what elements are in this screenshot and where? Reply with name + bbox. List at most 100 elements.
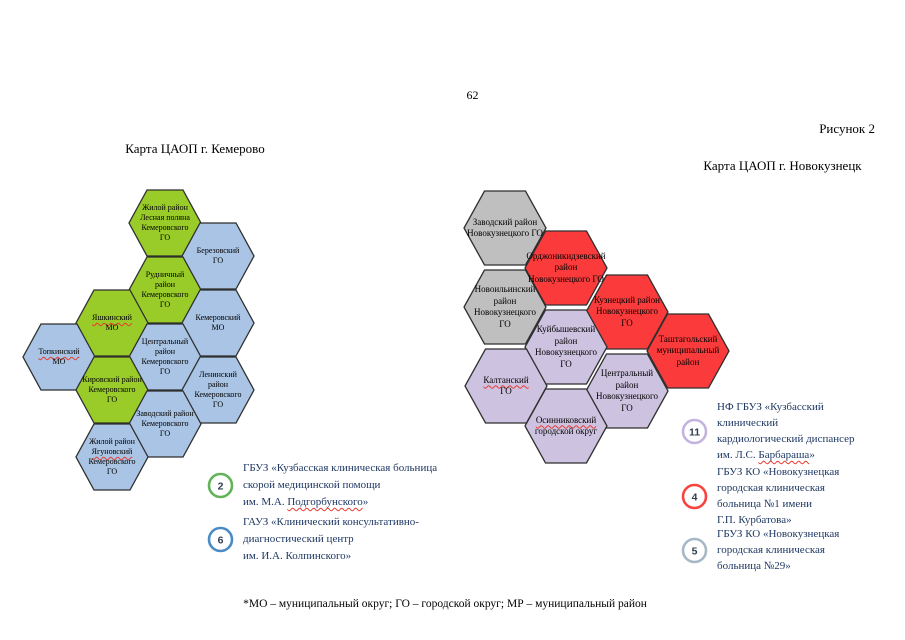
text-line: Лесная поляна [140,213,190,223]
text-span: район [615,379,639,390]
text-line: диагностический центр [243,531,419,548]
text-line: городской округ [535,426,597,438]
marker-number: 5 [692,545,698,557]
text-span: ГО [212,400,224,409]
text-line: клинический [717,415,855,431]
text-line: ГО [213,400,223,410]
text-line: кардиологический диспансер [717,431,855,447]
text-line: Орджоникидзевский [526,251,605,263]
text-line: ГО [499,319,510,331]
misspelled-word: Калтанский [483,374,529,385]
hex-osinnikovsky-go: Осинниковский городской округ [524,388,608,464]
text-span: Рудничный [145,270,185,279]
text-span: » [809,449,815,461]
hex-label: Яшкинский МО [75,289,149,357]
text-span: Кемеровского [141,223,189,232]
text-span: Жилой район [142,203,188,212]
text-span: ГО [159,429,171,438]
hex-yashkinsky-mo: Яшкинский МО [75,289,149,357]
text-span: Лесная поляна [140,213,190,222]
text-line: ГО [500,386,511,398]
hex-zhiloy-rayon-yagunovsky: Жилой район Ягуновский Кемеровского ГО [75,423,149,491]
text-span: Березовский [196,246,240,255]
hex-tashtagolsky-rayon: Таштагольский муниципальный район [646,313,730,389]
text-span: Заводский район [472,216,538,227]
text-span: городской округ [534,426,598,436]
text-line: район [494,296,517,308]
hexagon-shape [524,388,608,464]
text-span: МО [211,323,225,332]
text-line: ГО [213,256,223,266]
text-span: Г.П. Курбатова» [717,514,792,526]
text-span: Кемеровского [141,357,189,366]
text-span: клинический [717,417,779,429]
hex-label: Калтанский ГО [464,348,548,424]
text-span: Новокузнецкого ГО [528,273,604,284]
text-line: Г.П. Курбатова» [717,512,839,528]
figure-caption: Рисунок 2 [819,121,875,136]
hex-label: Кемеровский МО [181,289,255,357]
text-span: Центральный [141,337,189,346]
text-line: Осинниковский [536,415,596,427]
misspelled-word: Яшкинский [92,313,132,322]
marker-number: 11 [689,426,700,438]
misspelled-word: Топкинский [38,347,80,356]
hex-centralny-rayon-novokuznetsk: Центральный район Новокузнецкого ГО [585,353,669,429]
text-line: МО [106,323,119,333]
misspelled-word: Осинниковский [535,414,597,425]
hexagon-shape [524,309,608,385]
legend-item-6: 6 ГАУЗ «Клинический консультативно-диагн… [207,514,419,565]
marker-number: 6 [218,535,224,547]
hex-berezovsky-go: Березовский ГО [181,222,255,290]
text-span: ГО [499,318,511,329]
text-line: ГО [160,233,170,243]
text-span: Центральный [600,368,654,378]
misspelled-word: Барбараша [758,449,810,461]
text-line: район [555,262,578,274]
text-span: больница №1 имени [717,498,812,510]
misspelled-word: Ягуновский [91,447,133,456]
hex-rudnichny-rayon: Рудничный район Кемеровского ГО [128,256,202,324]
text-line: район [155,347,175,357]
hex-label: Заводский район Новокузнецкого ГО [463,190,547,266]
text-span: Кемеровского [88,457,136,466]
hex-label: Центральный район Кемеровского ГО [128,323,202,391]
text-line: район [208,380,228,390]
hex-kirovsky-rayon: Кировский район Кемеровского ГО [75,356,149,424]
legend-item-text: ГАУЗ «Клинический консультативно-диагнос… [243,514,419,565]
text-span: район [207,380,229,389]
text-span: ГО [106,467,118,476]
text-span: диагностический центр [243,533,354,545]
text-line: Ленинский [199,370,237,380]
text-line: им. И.А. Колпинского» [243,548,419,565]
text-line: Новокузнецкого ГО [528,274,604,286]
legend-item-text: ГБУЗ КО «Новокузнецкая городская клиничес… [717,464,839,528]
text-line: ГО [160,300,170,310]
footnote: *МО – муниципальный округ; ГО – городско… [243,598,647,610]
legend-item-11: 11 НФ ГБУЗ «Кузбасский клинический кардиол… [681,399,855,463]
hex-label: Орджоникидзевский район Новокузнецкого ГО [524,230,608,306]
text-line: Кемеровского [194,390,241,400]
text-span: район [154,280,176,289]
hexagon-shape [463,190,547,266]
text-span: ГБУЗ КО «Новокузнецкая [717,528,840,540]
text-line: ГО [621,318,632,330]
text-span: муниципальный [656,345,720,356]
legend-item-text: ГБУЗ «Кузбасская клиническая больница ско… [243,460,437,511]
text-line: район [555,336,578,348]
text-line: ГО [560,359,571,371]
text-line: Центральный [601,368,653,380]
text-line: муниципальный [657,345,720,357]
hexagon-shape [646,313,730,389]
text-span: ГБУЗ КО «Новокузнецкая [717,466,840,478]
text-span: им. М.А. [243,496,288,508]
text-span: городская клиническая [717,482,825,494]
text-line: им. М.А. Подгорбунского» [243,494,437,511]
text-line: им. Л.С. Барбараша» [717,447,855,463]
text-span: ГО [621,317,633,328]
text-line: Кемеровский [196,313,241,323]
text-span: ГО [159,233,171,242]
hexagon-shape [524,230,608,306]
text-span: Ленинский [199,370,237,379]
text-span: ГБУЗ «Кузбасская клиническая больница [243,462,438,474]
